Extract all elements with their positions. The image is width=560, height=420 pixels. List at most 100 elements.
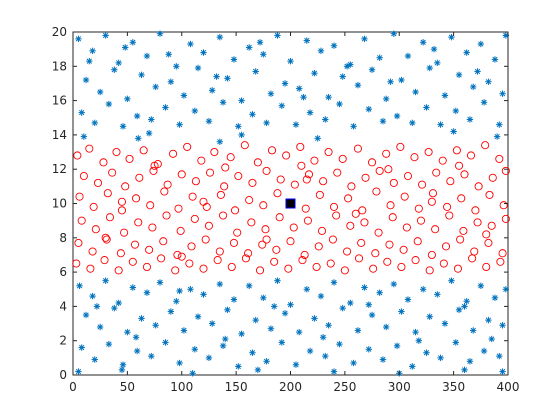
circle-point bbox=[197, 156, 206, 165]
star-point bbox=[296, 85, 303, 92]
star-point bbox=[354, 81, 362, 89]
circle-point bbox=[371, 249, 380, 258]
star-point bbox=[306, 109, 314, 116]
star-point bbox=[419, 286, 427, 293]
circle-point bbox=[439, 259, 448, 268]
circle-point bbox=[245, 196, 254, 205]
circle-point bbox=[108, 168, 117, 177]
star-point bbox=[448, 33, 455, 41]
circle-point bbox=[382, 149, 391, 158]
circle-point bbox=[369, 264, 378, 273]
star-point bbox=[502, 286, 510, 293]
star-point bbox=[96, 323, 104, 331]
circle-point bbox=[79, 172, 88, 181]
circle-point bbox=[468, 254, 477, 263]
star-point bbox=[409, 119, 416, 127]
circle-point bbox=[204, 221, 213, 230]
star-point bbox=[491, 294, 499, 302]
y-tick-label: 12 bbox=[52, 162, 67, 176]
circle-point bbox=[340, 266, 349, 275]
star-point bbox=[319, 334, 327, 341]
circle-point bbox=[487, 221, 496, 230]
x-axis-ticks: 0 50 100 150 200 250 300 350 400 bbox=[69, 32, 519, 394]
star-point bbox=[96, 88, 104, 96]
star-point bbox=[176, 359, 183, 367]
circle-point bbox=[267, 146, 277, 155]
star-point bbox=[105, 340, 113, 348]
circle-point bbox=[460, 170, 469, 179]
star-point bbox=[448, 277, 455, 284]
circle-point bbox=[177, 252, 186, 261]
x-tick-label: 400 bbox=[497, 380, 520, 394]
star-point bbox=[129, 39, 137, 46]
star-point bbox=[303, 37, 311, 44]
star-point bbox=[235, 363, 242, 370]
circle-point bbox=[403, 172, 413, 181]
circle-point bbox=[262, 166, 271, 175]
circle-point bbox=[326, 259, 335, 268]
star-point bbox=[376, 54, 383, 61]
star-point bbox=[278, 339, 285, 346]
circle-point bbox=[75, 192, 84, 201]
star-point bbox=[368, 311, 376, 319]
star-point bbox=[82, 311, 90, 319]
circle-point bbox=[241, 254, 250, 263]
star-point bbox=[379, 117, 387, 125]
star-point bbox=[249, 111, 256, 118]
star-point bbox=[200, 291, 207, 298]
y-tick-label: 20 bbox=[52, 25, 67, 39]
circle-point bbox=[282, 151, 291, 160]
star-point bbox=[213, 73, 220, 80]
star-point bbox=[398, 308, 405, 315]
circle-point bbox=[346, 221, 355, 230]
star-point bbox=[426, 64, 433, 72]
star-point bbox=[365, 105, 372, 113]
circle-point bbox=[244, 249, 253, 258]
circle-point bbox=[148, 223, 157, 232]
circle-point bbox=[145, 245, 154, 254]
star-point bbox=[263, 358, 270, 365]
star-point bbox=[260, 294, 267, 302]
circle-point bbox=[77, 216, 86, 225]
star-point bbox=[145, 129, 153, 137]
circle-point bbox=[273, 189, 282, 198]
star-point bbox=[398, 76, 405, 84]
circle-point bbox=[199, 197, 208, 206]
circle-point bbox=[270, 257, 279, 266]
y-tick-label: 10 bbox=[52, 197, 67, 211]
circle-point bbox=[410, 153, 419, 162]
star-point bbox=[426, 313, 433, 320]
star-point bbox=[452, 339, 459, 346]
circle-point bbox=[74, 238, 83, 247]
x-tick-label: 150 bbox=[225, 380, 248, 394]
circle-point bbox=[396, 142, 405, 151]
star-point bbox=[173, 63, 180, 70]
circle-point bbox=[253, 158, 262, 167]
star-point bbox=[124, 328, 131, 336]
star-point bbox=[488, 335, 495, 343]
star-point bbox=[434, 291, 441, 298]
circle-point bbox=[304, 170, 314, 179]
circle-point bbox=[496, 257, 505, 266]
circle-point bbox=[374, 228, 383, 237]
star-point bbox=[437, 121, 444, 128]
star-point bbox=[292, 361, 300, 368]
star-point bbox=[278, 102, 285, 109]
circle-point bbox=[399, 245, 408, 254]
circle-point bbox=[259, 201, 268, 210]
star-point bbox=[76, 282, 83, 290]
star-point bbox=[187, 286, 194, 293]
star-point bbox=[209, 87, 216, 94]
circle-point bbox=[432, 168, 441, 177]
star-point bbox=[194, 64, 202, 72]
circle-point bbox=[100, 256, 109, 265]
star-point bbox=[216, 138, 224, 145]
circle-point bbox=[344, 194, 353, 203]
star-point bbox=[156, 279, 164, 286]
star-point bbox=[224, 306, 231, 314]
star-point bbox=[167, 308, 175, 315]
star-point bbox=[311, 315, 318, 322]
star-point bbox=[263, 119, 270, 127]
circle-point bbox=[176, 226, 185, 235]
y-tick-label: 14 bbox=[52, 128, 67, 142]
